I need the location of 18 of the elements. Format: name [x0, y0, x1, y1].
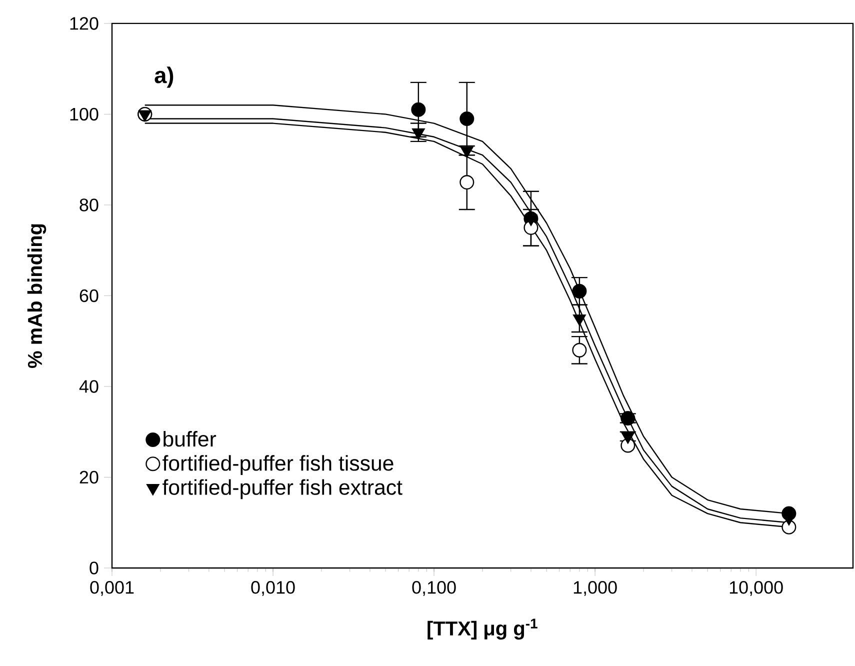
legend-label: fortified-puffer fish tissue [162, 455, 394, 476]
x-axis-title: [TTX] μg g$^{-1}$ [428, 618, 538, 640]
y-tick-label: 0 [90, 562, 98, 574]
legend-label: buffer [164, 431, 216, 447]
x-tick-label: 1,000 [574, 581, 617, 596]
annotation: a) [154, 66, 174, 88]
y-tick-label: 20 [80, 470, 98, 484]
x-tick-label: 10,000 [730, 581, 783, 596]
y-tick-label: 60 [80, 289, 98, 302]
legend-label: fortified-puffer fish extract [162, 479, 402, 500]
y-axis-title: % mAb binding [27, 224, 46, 368]
x-tick-label: 0,100 [412, 581, 456, 596]
y-tick-label: 80 [80, 198, 98, 212]
y-tick-label: 120 [70, 17, 98, 30]
y-tick-label: 40 [79, 380, 98, 393]
x-tick-label: 0,001 [90, 581, 134, 596]
x-tick-label: 0,010 [251, 581, 295, 596]
y-tick-label: 100 [70, 108, 98, 121]
